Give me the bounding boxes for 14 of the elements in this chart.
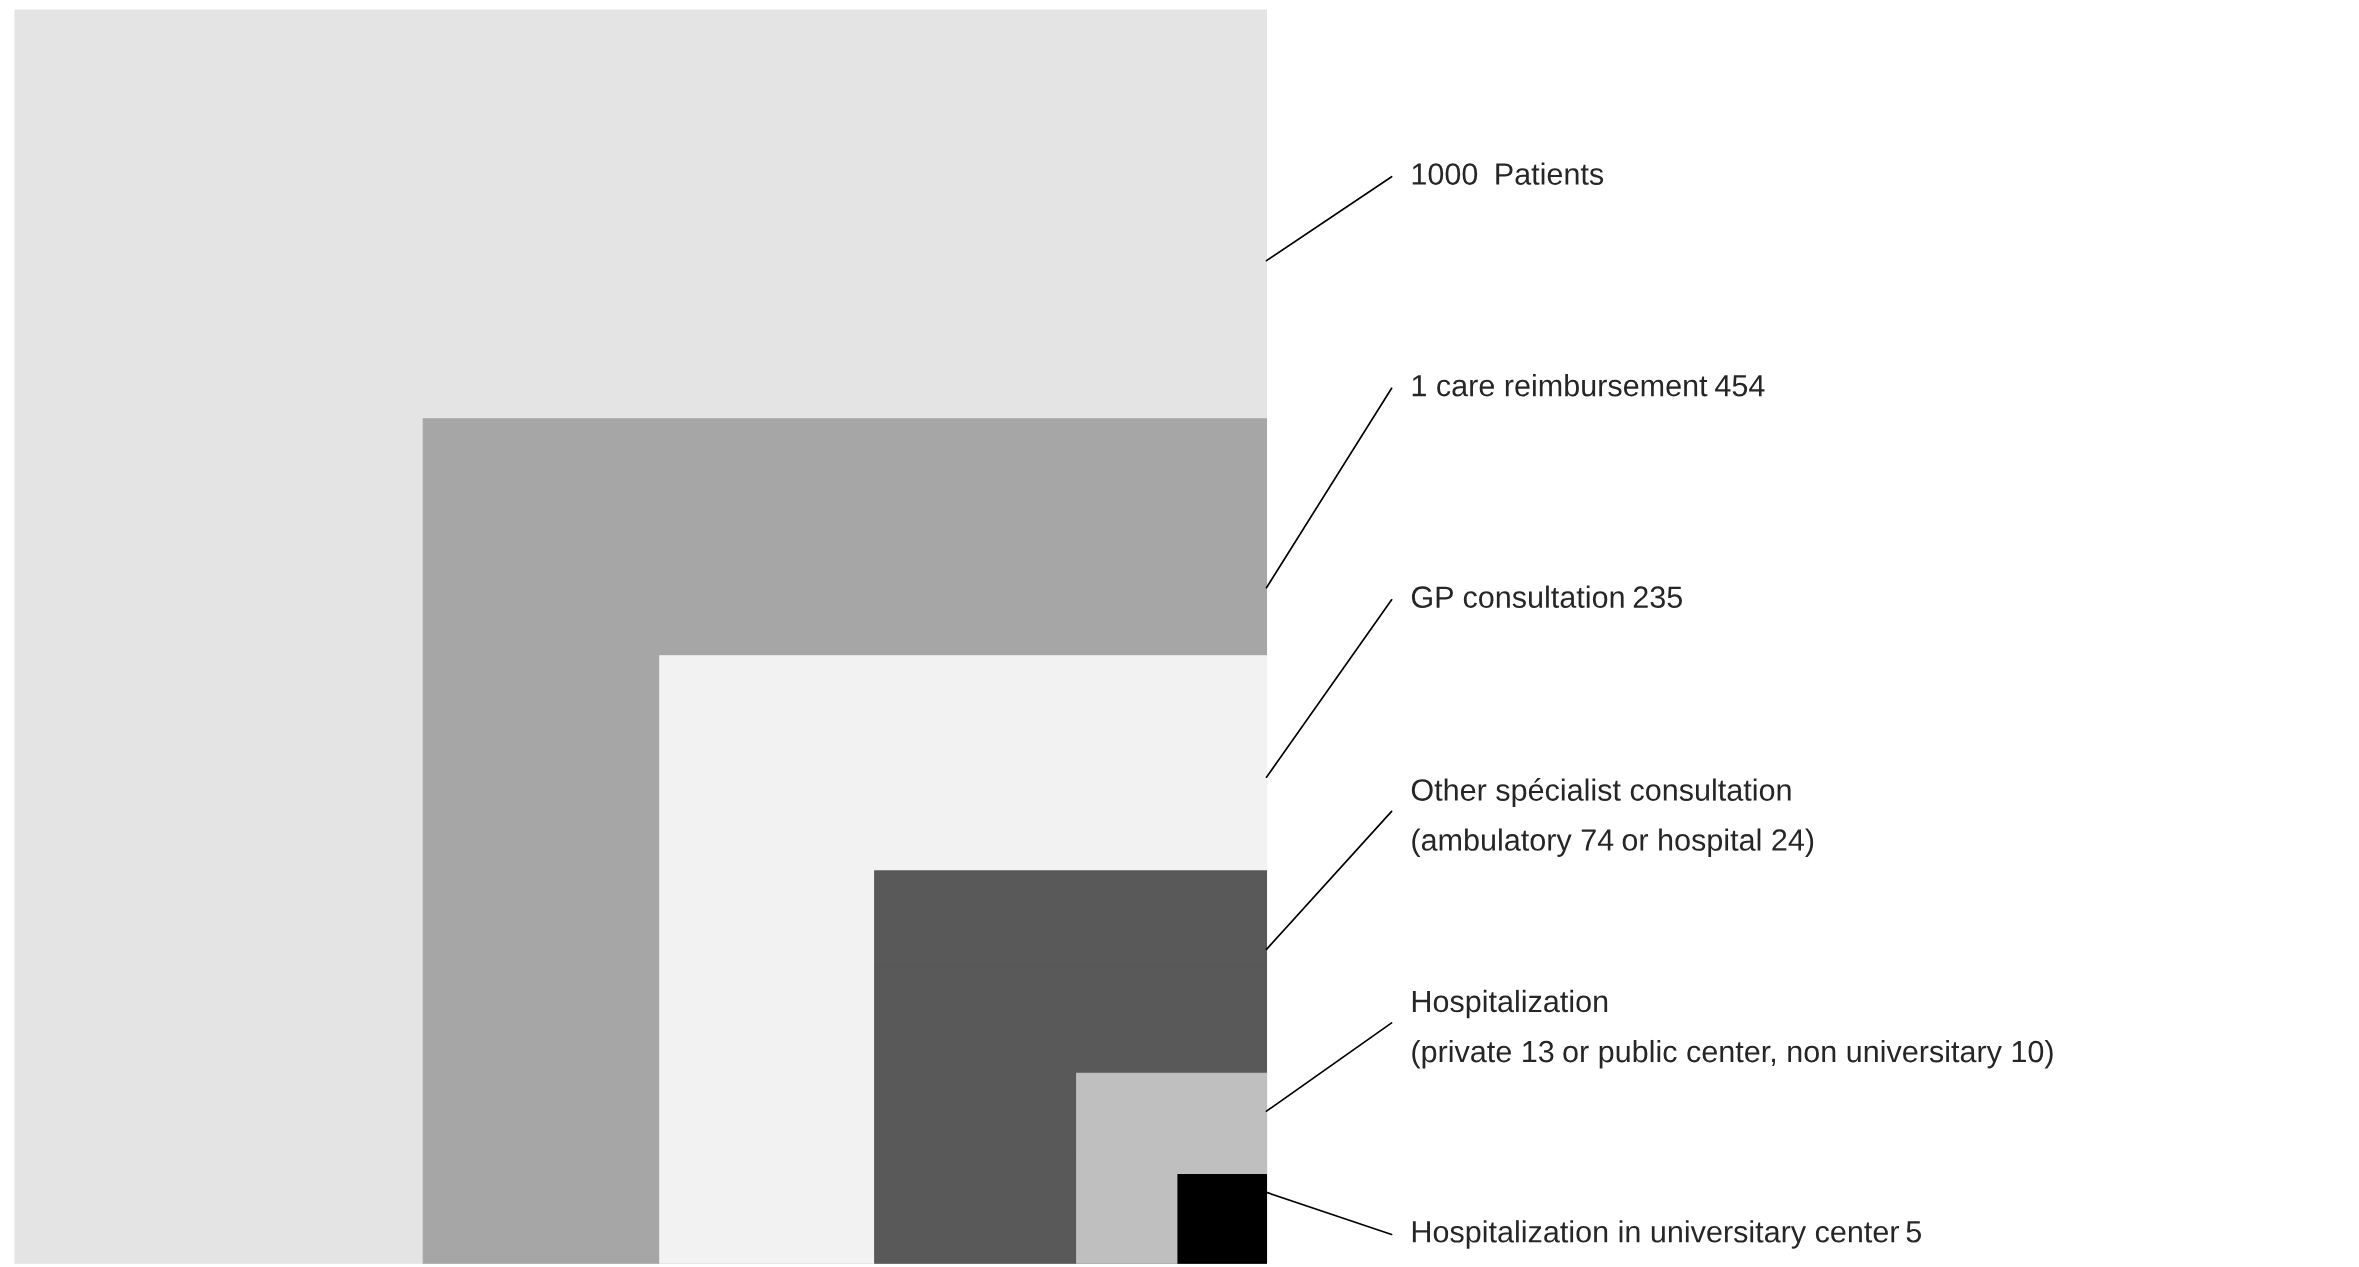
data-label: or public center, non universitary 10) bbox=[1563, 1039, 2053, 1069]
data-label: 454 bbox=[1715, 375, 1765, 397]
category-label: Hospitalization in universitary center bbox=[1412, 1220, 1899, 1249]
category-label: Patients bbox=[1496, 162, 1604, 185]
data-label: (ambulatory 74 bbox=[1412, 828, 1614, 857]
category-label: Hospitalization bbox=[1412, 989, 1608, 1019]
category-label: GP consultation bbox=[1411, 585, 1624, 608]
data-label: (private 13 bbox=[1412, 1039, 1554, 1069]
data-label: 235 bbox=[1633, 586, 1682, 608]
category-label: Other spécialist consultation bbox=[1411, 778, 1791, 807]
category-label: 1 care reimbursement bbox=[1412, 374, 1708, 397]
data-label: or hospital 24) bbox=[1622, 828, 1814, 857]
data-label: 1000 bbox=[1412, 163, 1478, 185]
data-label: 5 bbox=[1906, 1221, 1921, 1243]
